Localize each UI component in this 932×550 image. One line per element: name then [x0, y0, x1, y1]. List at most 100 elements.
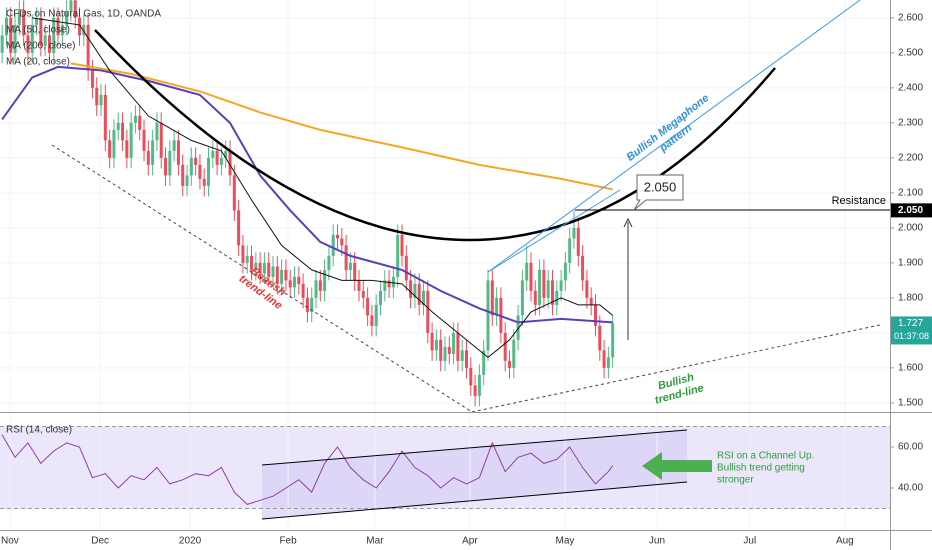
candle-body — [383, 280, 387, 291]
annotation: Bullish trend getting — [717, 463, 805, 474]
candle-body — [327, 255, 331, 270]
rsi-line — [1, 434, 614, 505]
candle-body — [447, 346, 451, 354]
legend-entry: MA (20, close) — [6, 57, 70, 68]
candle-body — [293, 276, 297, 288]
candle-body — [486, 280, 490, 351]
candle-body — [340, 238, 344, 246]
candle-body — [116, 122, 120, 130]
candle-body — [30, 24, 34, 53]
candle-body — [211, 150, 215, 158]
grid — [0, 0, 890, 530]
x-tick-label: Jun — [649, 536, 665, 547]
candle-body — [47, 35, 51, 53]
candle-body — [507, 360, 511, 368]
candle-body — [43, 35, 47, 46]
candle-body — [138, 115, 142, 130]
candle-body — [400, 234, 404, 256]
candle-body — [370, 315, 374, 326]
last-price-label: 1.727 — [898, 318, 923, 329]
y-tick-label: 2.200 — [898, 153, 923, 164]
ma-line — [1, 65, 613, 324]
candle-body — [314, 280, 318, 298]
candle-body — [284, 269, 288, 281]
candle-body — [189, 157, 193, 176]
candle-body — [520, 280, 524, 316]
annotation: stronger — [717, 475, 754, 486]
candle-body — [301, 283, 305, 298]
candle-body — [542, 269, 546, 298]
callout-label: 2.050 — [644, 179, 677, 194]
candle-body — [0, 35, 4, 53]
candle-body — [78, 17, 82, 36]
legend-entry: MA (50, close) — [6, 25, 70, 36]
candle-body — [331, 234, 335, 256]
ma-line — [32, 17, 614, 359]
candle-body — [538, 269, 542, 305]
candle-body — [469, 367, 473, 386]
x-tick-label: Feb — [279, 536, 297, 547]
candle-body — [159, 122, 163, 158]
candle-body — [473, 385, 477, 396]
cup-curve — [94, 29, 776, 242]
candle-body — [9, 17, 13, 53]
candle-body — [69, 0, 73, 11]
candle-body — [490, 280, 494, 316]
candle-body — [176, 140, 180, 165]
candle-body — [409, 280, 413, 298]
candle-body — [516, 315, 520, 340]
candle-body — [310, 297, 314, 312]
candle-body — [305, 297, 309, 312]
candle-body — [280, 269, 284, 284]
candle-body — [22, 10, 26, 36]
y-tick-label: 2.300 — [898, 118, 923, 129]
candle-body — [555, 290, 559, 305]
candle-body — [593, 304, 597, 326]
candle-body — [207, 157, 211, 186]
candle-body — [26, 35, 30, 53]
candle-body — [323, 269, 327, 291]
candle-body — [379, 290, 383, 305]
candle-body — [202, 178, 206, 186]
candle-body — [288, 280, 292, 288]
x-tick-label: Apr — [462, 536, 478, 547]
x-tick-label: Dec — [91, 536, 109, 547]
candle-body — [60, 24, 64, 36]
target-callout — [633, 174, 684, 211]
candle-body — [215, 150, 219, 165]
rsi-arrow — [642, 452, 712, 480]
candle-body — [366, 297, 370, 316]
candle-body — [164, 157, 168, 176]
rsi-channel-lower — [261, 481, 688, 520]
x-tick-label: Jul — [743, 536, 756, 547]
annotation: RSI on a Channel Up. — [717, 451, 814, 462]
candle-body — [336, 234, 340, 239]
y-tick-label: 1.500 — [898, 398, 923, 409]
y-tick-label: 2.600 — [898, 12, 923, 23]
candle-body — [103, 94, 107, 141]
candle-body — [525, 262, 529, 281]
candle-body — [357, 280, 361, 291]
rsi-channel-fill — [262, 430, 687, 519]
candle-body — [568, 238, 572, 263]
y-tick-label: 60.00 — [898, 442, 923, 453]
candle-body — [181, 164, 185, 186]
candle-body — [39, 17, 43, 46]
rsi-channel-upper — [261, 429, 688, 466]
candle-body — [572, 227, 576, 239]
candle-body — [430, 332, 434, 351]
countdown-label: 01:37:08 — [894, 331, 929, 341]
last-price-tag — [891, 316, 932, 345]
candle-body — [73, 0, 77, 18]
candle-body — [86, 24, 90, 71]
rsi-legend: RSI (14, close) — [6, 425, 72, 436]
candle-body — [477, 374, 481, 396]
candle-body — [576, 227, 580, 256]
candle-body — [503, 332, 507, 361]
candle-body — [439, 339, 443, 361]
candle-body — [232, 175, 236, 211]
candle-body — [426, 290, 430, 333]
candle-body — [172, 140, 176, 151]
candle-body — [112, 129, 116, 158]
candle-body — [464, 350, 469, 368]
